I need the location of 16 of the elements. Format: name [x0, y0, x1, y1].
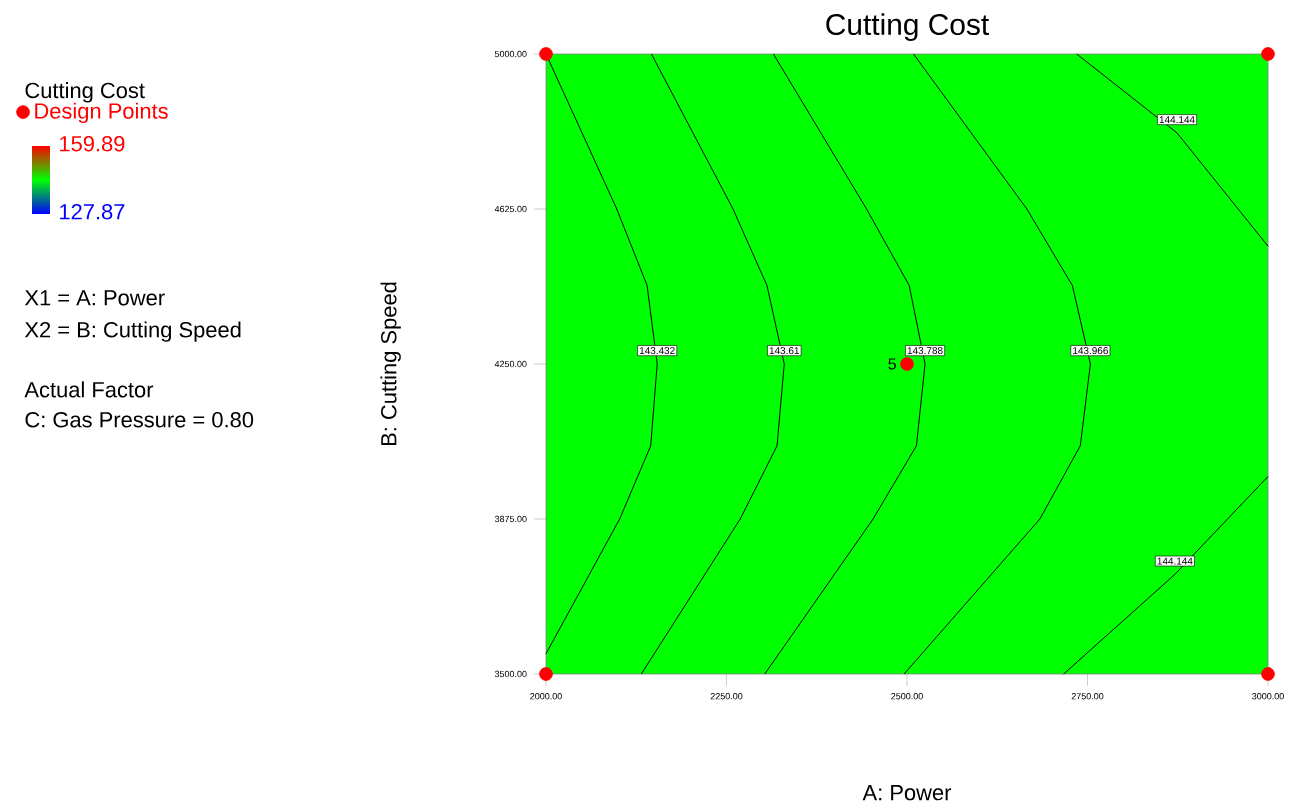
- chart-title: Cutting Cost: [826, 13, 989, 41]
- point: [1261, 667, 1275, 681]
- text: X2 = B: Cutting Speed: [24, 321, 241, 342]
- y-axis-title: B: Cutting Speed: [380, 282, 401, 446]
- text: C: Gas Pressure = 0.80: [25, 411, 254, 428]
- color-bar-label: 159.89: [60, 135, 125, 152]
- text: X1 = A: Power: [24, 290, 165, 306]
- point: [539, 47, 553, 61]
- point: [1261, 47, 1275, 61]
- point: [539, 667, 553, 681]
- x-axis-title: A: Power: [862, 785, 952, 801]
- point: [900, 357, 914, 371]
- color-bar-label: 127.87: [60, 203, 125, 220]
- color-bar-title: Cutting Cost: [25, 82, 145, 103]
- text: Actual Factor: [24, 381, 154, 398]
- legend-label: Design Points: [35, 102, 168, 124]
